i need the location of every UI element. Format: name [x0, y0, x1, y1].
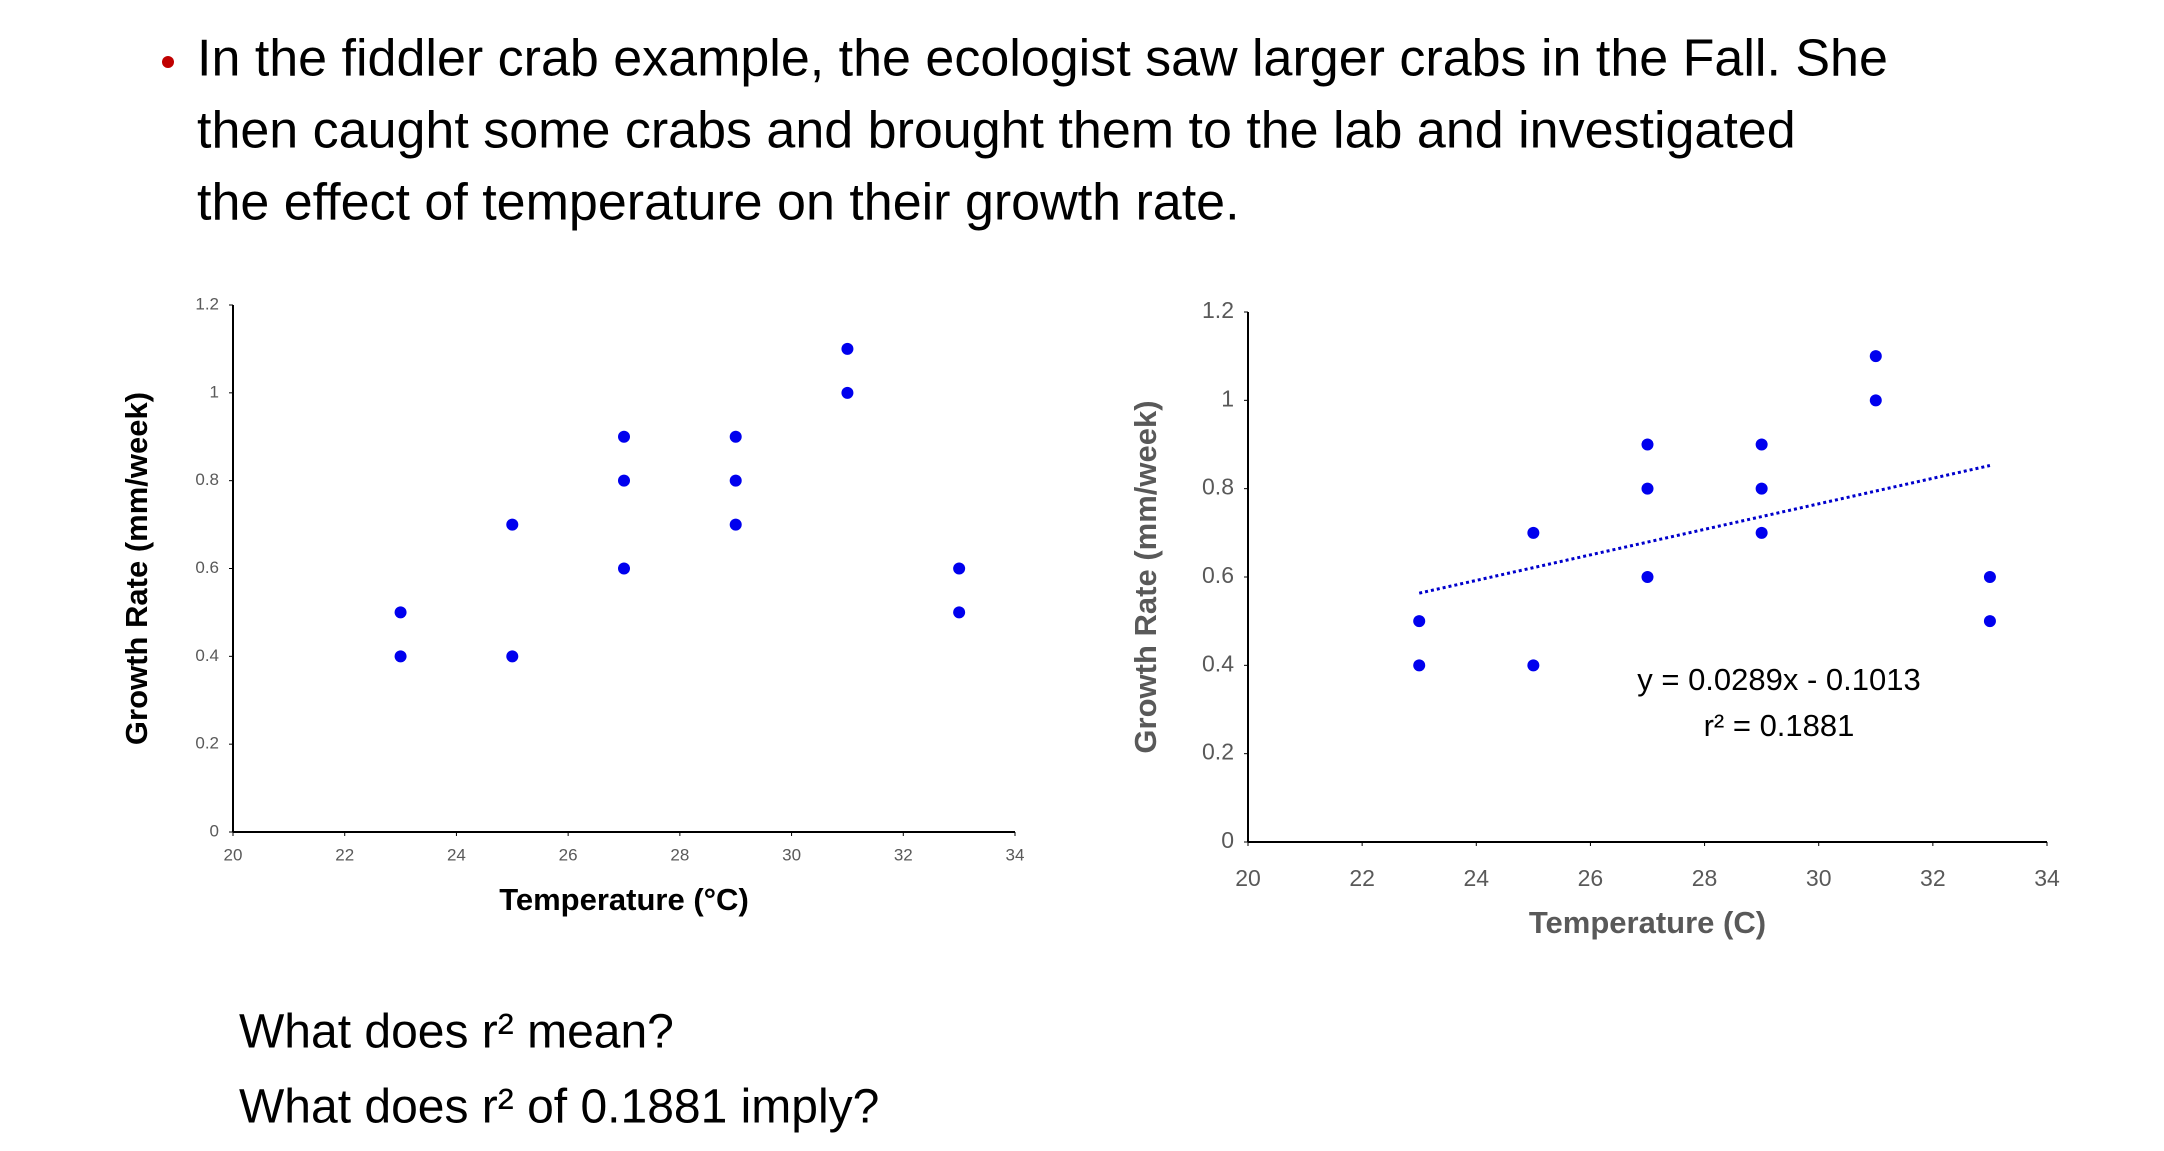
trendline-annotation: y = 0.0289x - 0.1013: [1637, 662, 1921, 697]
y-tick-label: 1.2: [1202, 297, 1234, 323]
trendline: [1418, 464, 1991, 595]
y-tick-label: 0.4: [195, 646, 219, 665]
y-tick-label: 0.8: [1202, 474, 1234, 500]
y-axis-title: Growth Rate (mm/week): [1128, 400, 1163, 753]
data-point: [1983, 615, 1996, 628]
x-tick-label: 34: [1006, 845, 1025, 864]
y-axis-title: Growth Rate (mm/week): [119, 392, 154, 745]
data-point: [1755, 438, 1768, 451]
data-point: [729, 518, 742, 531]
data-point: [1527, 659, 1540, 672]
x-tick-label: 28: [670, 845, 689, 864]
data-point: [841, 342, 854, 355]
data-point: [506, 650, 519, 663]
y-tick-label: 0.2: [195, 734, 219, 753]
y-tick-label: 1: [210, 382, 219, 401]
data-point: [729, 430, 742, 443]
bullet-text: then caught some crabs and brought them …: [197, 102, 1796, 160]
data-point: [1869, 394, 1882, 407]
x-tick-label: 20: [224, 845, 243, 864]
data-point: [618, 562, 630, 575]
bullet-dot: [162, 56, 174, 68]
y-tick-label: 0.4: [1202, 650, 1234, 676]
x-tick-label: 20: [1235, 865, 1261, 891]
x-tick-label: 26: [1578, 865, 1604, 891]
x-tick-label: 34: [2034, 865, 2060, 891]
x-tick-label: 32: [1920, 865, 1946, 891]
y-tick-label: 0: [1221, 827, 1234, 853]
data-point: [1641, 482, 1654, 495]
x-tick-label: 32: [894, 845, 913, 864]
data-point: [729, 474, 742, 487]
x-axis-title: Temperature (C): [1529, 905, 1766, 940]
bullet-text: In the fiddler crab example, the ecologi…: [197, 30, 1888, 88]
data-point: [506, 518, 519, 531]
data-point: [953, 562, 966, 575]
x-tick-label: 30: [1806, 865, 1832, 891]
question-text: What does r² mean?: [239, 1006, 674, 1059]
y-tick-label: 0.6: [195, 558, 219, 577]
data-point: [1413, 615, 1426, 628]
y-tick-label: 0.8: [195, 470, 219, 489]
x-tick-label: 24: [1463, 865, 1489, 891]
data-point: [1869, 350, 1882, 363]
y-tick-label: 0.6: [1202, 562, 1234, 588]
data-point: [618, 430, 630, 443]
x-tick-label: 22: [1349, 865, 1375, 891]
x-tick-label: 26: [559, 845, 578, 864]
data-point: [1641, 571, 1654, 583]
x-axis-title: Temperature (°C): [499, 882, 749, 917]
data-point: [394, 606, 407, 619]
data-point: [1413, 659, 1426, 672]
x-tick-label: 24: [447, 845, 466, 864]
data-point: [1527, 526, 1540, 539]
data-point: [1755, 482, 1768, 495]
trendline-annotation: r² = 0.1881: [1704, 708, 1855, 743]
data-point: [841, 386, 854, 399]
data-point: [1983, 571, 1996, 583]
data-point: [953, 606, 966, 619]
x-tick-label: 28: [1692, 865, 1718, 891]
data-point: [618, 474, 630, 487]
x-tick-label: 30: [782, 845, 801, 864]
y-tick-label: 1.2: [195, 294, 219, 313]
data-point: [394, 650, 407, 663]
question-text: What does r² of 0.1881 imply?: [239, 1081, 879, 1134]
x-tick-label: 22: [335, 845, 354, 864]
y-tick-label: 1: [1221, 385, 1234, 411]
y-tick-label: 0.2: [1202, 739, 1234, 765]
data-point: [1755, 526, 1768, 539]
data-point: [1641, 438, 1654, 451]
bullet-text: the effect of temperature on their growt…: [197, 174, 1240, 232]
y-tick-label: 0: [210, 821, 219, 840]
